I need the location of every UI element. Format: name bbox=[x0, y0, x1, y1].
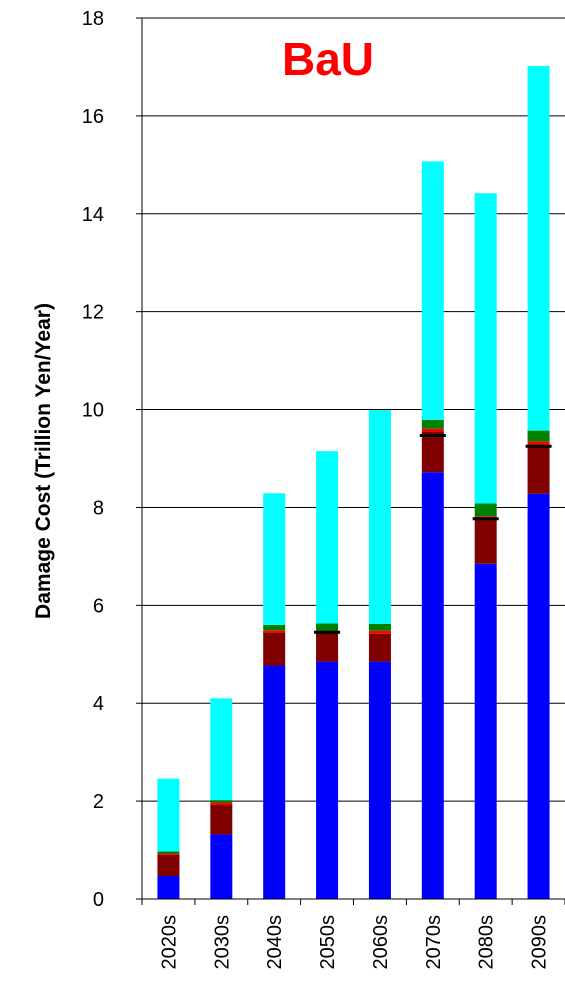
bar-segment-2030s-s0 bbox=[210, 834, 233, 899]
axes bbox=[136, 17, 565, 905]
bar-segment-2040s-s4 bbox=[263, 493, 286, 625]
bar-segment-2020s-s4 bbox=[157, 778, 180, 852]
gridlines bbox=[142, 17, 565, 802]
bar-segment-2060s-s0 bbox=[368, 661, 391, 899]
y-axis-title-main: Damage Cost bbox=[32, 485, 55, 619]
bar-segment-2090s-s1 bbox=[527, 447, 550, 494]
x-tick-label: 2070s bbox=[423, 915, 445, 970]
bar-segment-2060s-s1 bbox=[368, 633, 391, 662]
y-tick-label: 14 bbox=[82, 204, 104, 226]
bar-segment-2090s-s0 bbox=[527, 493, 550, 899]
bar-segment-2050s-s4 bbox=[316, 451, 339, 624]
y-tick-label: 10 bbox=[82, 400, 104, 422]
y-tick-label: 12 bbox=[82, 302, 104, 324]
y-tick-label: 4 bbox=[93, 693, 104, 715]
bar-segment-2030s-s3 bbox=[210, 800, 233, 803]
y-tick-label: 6 bbox=[93, 595, 104, 617]
bar-segment-2030s-s4 bbox=[210, 698, 233, 801]
x-tick-label: 2030s bbox=[211, 915, 233, 970]
x-tick-label: 2090s bbox=[529, 915, 551, 970]
x-tick-label: 2040s bbox=[264, 915, 286, 970]
bar-segment-2020s-s1 bbox=[157, 854, 180, 876]
bar-segment-2090s-s2 bbox=[527, 441, 550, 448]
bars bbox=[157, 65, 550, 899]
bar-segment-2030s-s1 bbox=[210, 805, 233, 835]
chart-title: BaU bbox=[282, 33, 374, 85]
bar-segment-2040s-s3 bbox=[263, 624, 286, 631]
y-axis-title-unit: (Trillion Yen/Year) bbox=[32, 303, 55, 485]
bar-segment-2050s-s3 bbox=[316, 623, 339, 632]
bar-segment-2040s-s0 bbox=[263, 665, 286, 899]
y-axis-title: Damage Cost (Trillion Yen/Year) bbox=[32, 303, 55, 619]
x-tick-label: 2060s bbox=[370, 915, 392, 970]
bar-segment-2090s-s4 bbox=[527, 65, 550, 431]
bar-segment-2080s-s1 bbox=[474, 518, 497, 564]
x-tick-label: 2020s bbox=[158, 915, 180, 970]
bar-segment-2020s-s0 bbox=[157, 875, 180, 899]
x-tick-label: 2050s bbox=[317, 915, 339, 970]
bar-segment-2060s-s3 bbox=[368, 623, 391, 631]
bar-segment-2070s-s3 bbox=[421, 419, 444, 429]
x-tick-label: 2080s bbox=[476, 915, 498, 970]
bar-segment-2020s-s2 bbox=[157, 853, 180, 855]
y-tick-labels: 0 2 4 6 8 10 12 14 16 18 bbox=[82, 8, 104, 911]
y-tick-label: 0 bbox=[93, 889, 104, 911]
bar-segment-2040s-s2 bbox=[263, 630, 286, 633]
bar-segment-2060s-s4 bbox=[368, 410, 391, 624]
y-tick-label: 8 bbox=[93, 497, 104, 519]
bar-segment-2060s-s2 bbox=[368, 630, 391, 634]
bar-segment-2080s-s3 bbox=[474, 503, 497, 517]
y-tick-label: 2 bbox=[93, 791, 104, 813]
bar-segment-2070s-s1 bbox=[421, 431, 444, 473]
bar-segment-2070s-s2 bbox=[421, 428, 444, 432]
y-tick-label: 18 bbox=[82, 8, 104, 30]
markers bbox=[314, 433, 552, 634]
bar-segment-2070s-s4 bbox=[421, 161, 444, 420]
x-tick-labels: 2020s 2030s 2040s 2050s 2060s 2070s 2080s 2090s bbox=[158, 915, 550, 970]
bar-segment-2070s-s0 bbox=[421, 472, 444, 899]
bar-segment-2050s-s0 bbox=[316, 661, 339, 899]
bar-segment-2090s-s3 bbox=[527, 430, 550, 442]
bar-segment-2050s-s1 bbox=[316, 633, 339, 662]
bar-segment-2080s-s4 bbox=[474, 193, 497, 504]
bar-segment-2030s-s2 bbox=[210, 802, 233, 806]
bar-segment-2020s-s3 bbox=[157, 851, 180, 854]
bar-segment-2080s-s0 bbox=[474, 563, 497, 899]
y-tick-label: 16 bbox=[82, 106, 104, 128]
bar-segment-2040s-s1 bbox=[263, 632, 286, 666]
